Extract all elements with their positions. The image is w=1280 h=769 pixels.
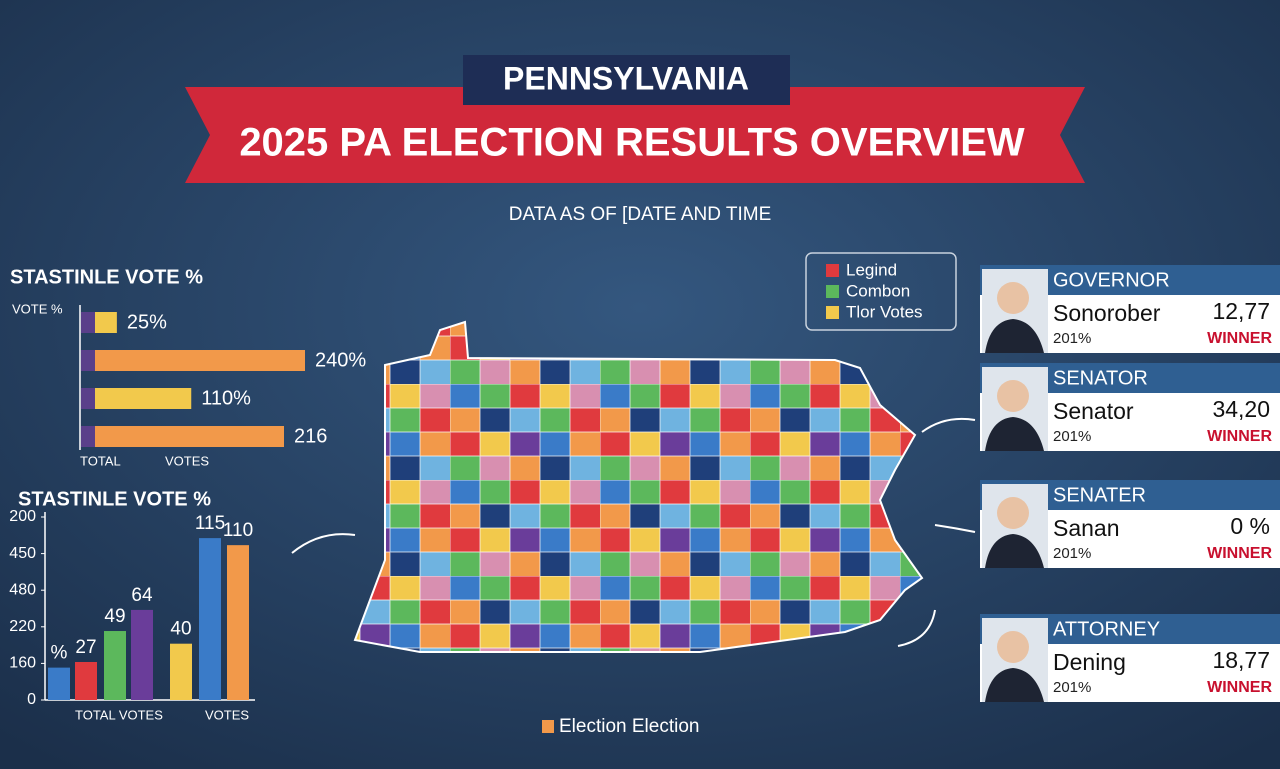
value-label: 110: [223, 520, 253, 541]
name: Dening: [1053, 649, 1126, 675]
value-label: 110%: [201, 387, 251, 409]
photo-head: [997, 631, 1029, 663]
x-group-label: TOTAL VOTES: [75, 707, 163, 722]
bar: [75, 661, 97, 700]
x-group-label: VOTES: [205, 707, 249, 722]
legend-label: Combon: [846, 281, 910, 300]
legend-label: Tlor Votes: [846, 302, 923, 321]
state-box: [463, 55, 790, 105]
percent: 201%: [1053, 330, 1091, 347]
chart-title: STASTINLE VOTE %: [10, 266, 203, 288]
legend-box: [805, 252, 957, 331]
value-label: 115: [195, 513, 225, 534]
bar: [95, 350, 305, 371]
photo-suit: [985, 534, 1044, 568]
bar: [104, 631, 126, 700]
arrow: [897, 609, 936, 647]
bar: [131, 609, 153, 700]
bar-stub: [81, 350, 95, 371]
y-tick-label: 450: [9, 545, 36, 562]
bar: [227, 545, 249, 700]
chart-title: STASTINLE VOTE %: [18, 488, 211, 510]
percent: 201%: [1053, 428, 1091, 445]
name: Senator: [1053, 398, 1134, 424]
legend-swatch: [826, 306, 839, 319]
value-label: 49: [104, 606, 125, 627]
votes: 12,77: [1212, 298, 1270, 324]
legend-swatch: [826, 264, 839, 277]
photo-suit: [985, 668, 1044, 702]
name: Sonorober: [1053, 300, 1161, 326]
arrow: [291, 533, 356, 554]
arrow: [921, 417, 976, 433]
bar: [95, 388, 192, 409]
x-group-label: TOTAL: [80, 453, 121, 468]
votes: 18,77: [1212, 647, 1270, 673]
value-label: 25%: [127, 311, 167, 333]
state: PENNSYLVANIA: [503, 60, 749, 96]
bar: [199, 538, 221, 700]
y-tick-label: 0: [27, 691, 36, 708]
y-tick-label: 480: [9, 581, 36, 598]
value-label: 240%: [315, 349, 366, 371]
photo-suit: [985, 417, 1044, 451]
bar: [48, 667, 70, 700]
legend-label: Legind: [846, 260, 897, 279]
value-label: 27: [75, 637, 96, 658]
bar: [170, 643, 192, 700]
arrow: [934, 524, 976, 533]
status: WINNER: [1207, 330, 1272, 347]
value-label: 40: [170, 619, 191, 640]
y-tick-label: 160: [9, 655, 36, 672]
votes: 0 %: [1230, 513, 1270, 539]
status: WINNER: [1207, 679, 1272, 696]
bar: [95, 312, 117, 333]
legend-swatch: [826, 285, 839, 298]
status: WINNER: [1207, 428, 1272, 445]
office: SENATER: [1053, 484, 1146, 506]
subtitle: DATA AS OF [DATE AND TIME: [509, 204, 772, 225]
value-label: %: [51, 643, 68, 664]
ribbon: [185, 87, 1085, 183]
percent: 201%: [1053, 545, 1091, 562]
status: WINNER: [1207, 545, 1272, 562]
office: SENATOR: [1053, 367, 1148, 389]
footer-swatch: [542, 720, 554, 733]
x-group-label: VOTES: [165, 453, 209, 468]
office: GOVERNOR: [1053, 269, 1170, 291]
name: Sanan: [1053, 515, 1120, 541]
bar: [95, 426, 284, 447]
bar-stub: [81, 312, 95, 333]
photo-head: [997, 282, 1029, 314]
votes: 34,20: [1212, 396, 1270, 422]
photo-head: [997, 497, 1029, 529]
percent: 201%: [1053, 679, 1091, 696]
photo-head: [997, 380, 1029, 412]
office: ATTORNEY: [1053, 618, 1160, 640]
bar-stub: [81, 388, 95, 409]
value-label: 216: [294, 425, 327, 447]
photo-suit: [985, 319, 1044, 353]
title: 2025 PA ELECTION RESULTS OVERVIEW: [239, 121, 1025, 165]
y-axis-label: VOTE %: [12, 301, 63, 316]
value-label: 64: [131, 585, 153, 606]
pa-map: [353, 320, 924, 653]
bar-stub: [81, 426, 95, 447]
y-tick-label: 200: [9, 508, 36, 525]
footer: Election Election: [559, 716, 699, 737]
y-tick-label: 220: [9, 618, 36, 635]
